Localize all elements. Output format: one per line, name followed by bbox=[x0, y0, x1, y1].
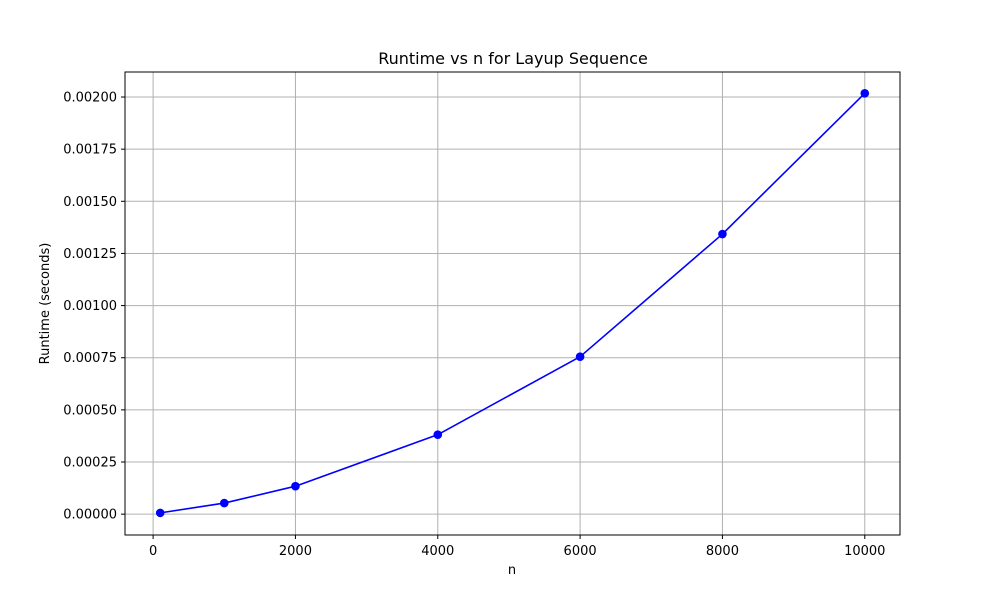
y-tick-label: 0.00100 bbox=[63, 299, 117, 314]
y-tick-label: 0.00075 bbox=[63, 351, 117, 366]
grid bbox=[125, 72, 900, 535]
y-tick-label: 0.00025 bbox=[63, 456, 117, 471]
data-point bbox=[718, 229, 727, 239]
series-layer bbox=[155, 88, 870, 518]
x-tick-label: 2000 bbox=[279, 544, 312, 559]
x-tick-label: 8000 bbox=[706, 544, 739, 559]
y-tick-label: 0.00175 bbox=[63, 143, 117, 158]
y-tick-label: 0.00050 bbox=[63, 403, 117, 418]
series-line bbox=[160, 92, 866, 514]
data-point bbox=[433, 430, 443, 439]
data-point bbox=[860, 88, 870, 98]
y-axis: 0.00000 0.00025 0.00050 0.00075 0.00100 0.001… bbox=[63, 91, 125, 523]
plot-frame bbox=[124, 71, 901, 536]
x-axis-label: n bbox=[508, 563, 516, 578]
y-axis-label: Runtime (seconds) bbox=[38, 243, 53, 365]
x-tick-label: 10000 bbox=[844, 544, 885, 559]
y-tick-label: 0.00200 bbox=[63, 91, 117, 106]
data-point bbox=[155, 508, 165, 518]
data-point bbox=[575, 352, 585, 361]
x-tick-label: 0 bbox=[149, 544, 157, 559]
data-point bbox=[219, 498, 229, 508]
data-point bbox=[291, 481, 300, 491]
y-tick-label: 0.00125 bbox=[63, 247, 117, 262]
x-tick-label: 6000 bbox=[564, 544, 597, 559]
y-tick-label: 0.00150 bbox=[63, 195, 117, 210]
x-axis: 0 2000 4000 6000 8000 10000 bbox=[149, 535, 885, 559]
y-tick-label: 0.00000 bbox=[63, 508, 117, 523]
chart-title: Runtime vs n for Layup Sequence bbox=[378, 49, 648, 68]
x-tick-label: 4000 bbox=[421, 544, 454, 559]
